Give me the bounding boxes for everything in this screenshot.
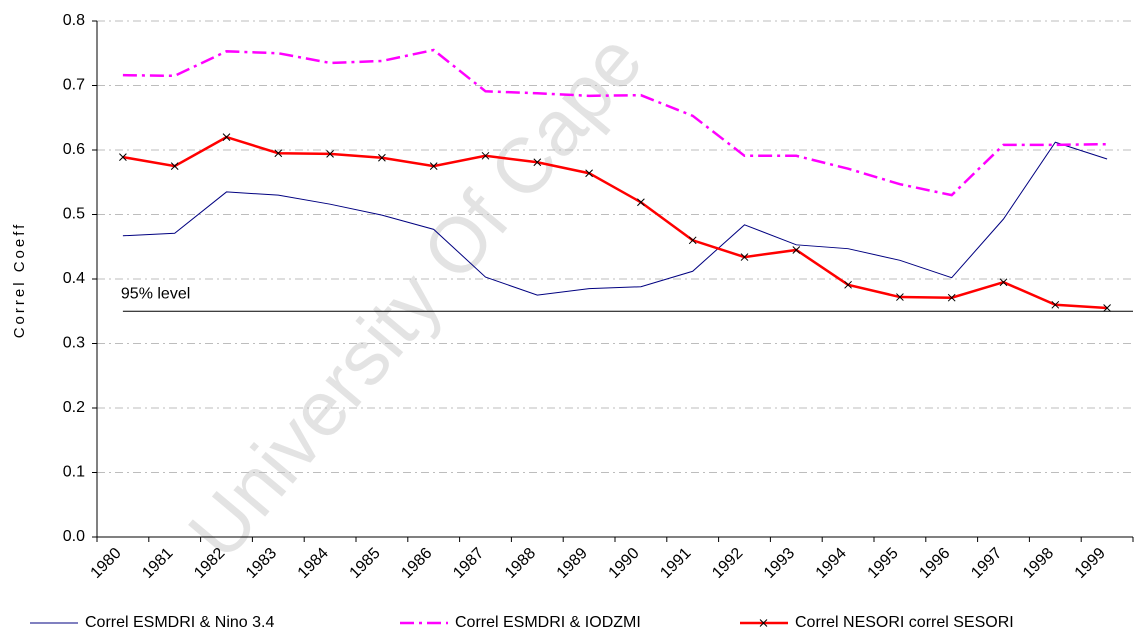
y-tick-label: 0.2 (63, 399, 85, 416)
marker (1103, 304, 1111, 312)
marker (688, 236, 697, 245)
marker (481, 151, 490, 160)
x-tick-label: 1996 (916, 545, 953, 582)
y-tick-label: 0.1 (63, 464, 85, 481)
marker (637, 198, 645, 207)
x-tick-label: 1989 (554, 545, 591, 582)
x-tick-label: 1984 (295, 545, 332, 582)
marker (740, 253, 749, 261)
x-tick-label: 1987 (450, 545, 487, 582)
legend-label: Correl ESMDRI & Nino 3.4 (85, 614, 274, 631)
series-line (122, 48, 1108, 197)
reference-label: 95% level (121, 285, 190, 302)
marker (378, 153, 386, 162)
series-line (122, 141, 1108, 296)
legend-marker (759, 619, 768, 627)
x-tick-label: 1981 (139, 545, 176, 582)
x-tick-label: 1995 (865, 545, 902, 582)
marker (429, 162, 438, 170)
legend-label: Correl NESORI correl SESORI (795, 614, 1014, 631)
x-tick-label: 1997 (968, 545, 1005, 582)
y-tick-label: 0.6 (63, 141, 85, 158)
marker (585, 169, 593, 178)
series-line (122, 135, 1108, 310)
y-axis-label: Correl Coeff (11, 222, 28, 339)
legend-label: Correl ESMDRI & IODZMI (455, 614, 641, 631)
marker (119, 153, 127, 161)
y-tick-label: 0.0 (63, 528, 85, 545)
x-tick-label: 1988 (502, 545, 539, 582)
y-tick-label: 0.5 (63, 206, 85, 223)
x-tick-label: 1980 (88, 545, 125, 582)
marker (844, 280, 852, 289)
marker (222, 133, 231, 141)
x-tick-label: 1999 (1072, 545, 1109, 582)
x-tick-label: 1991 (657, 545, 694, 582)
x-tick-label: 1986 (398, 545, 435, 582)
marker (999, 278, 1008, 287)
y-tick-label: 0.4 (63, 270, 85, 287)
marker (947, 293, 956, 302)
marker (326, 150, 334, 158)
marker (1051, 300, 1060, 309)
marker (792, 246, 801, 254)
x-tick-label: 1993 (761, 545, 798, 582)
marker (274, 149, 283, 158)
watermark: University Of Cape (171, 17, 659, 575)
marker (896, 293, 904, 301)
y-tick-label: 0.7 (63, 77, 85, 94)
x-tick-label: 1992 (709, 545, 746, 582)
x-tick-label: 1998 (1020, 545, 1057, 582)
x-tick-label: 1994 (813, 545, 850, 582)
x-tick-label: 1990 (606, 545, 643, 582)
y-tick-label: 0.3 (63, 335, 85, 352)
y-tick-label: 0.8 (63, 12, 85, 29)
x-tick-label: 1985 (347, 545, 384, 582)
marker (533, 158, 542, 167)
marker (170, 162, 179, 170)
